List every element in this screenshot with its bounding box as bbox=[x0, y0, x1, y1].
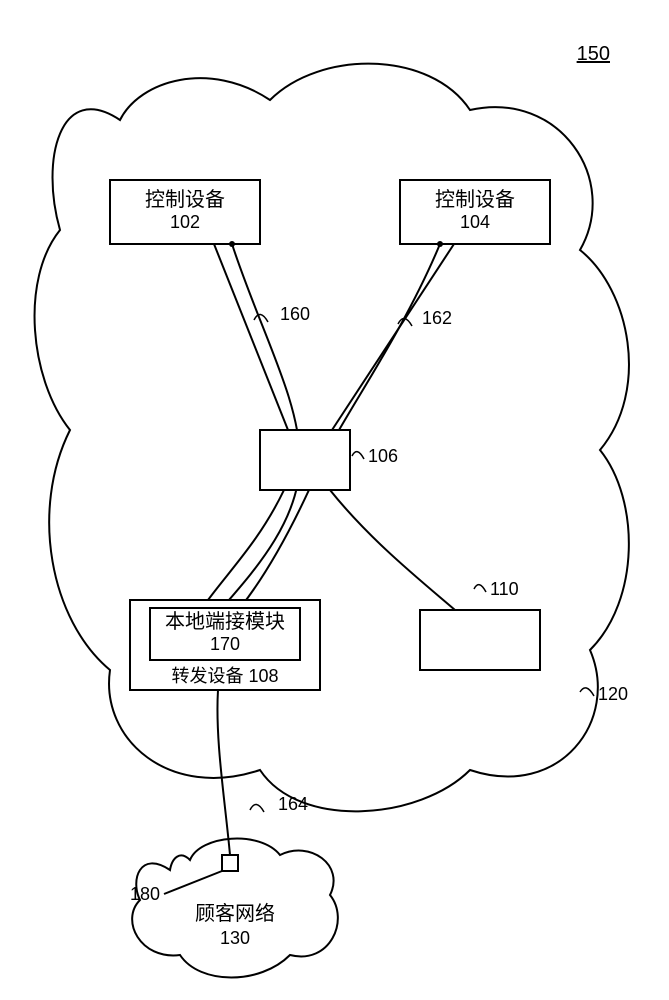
edge-ref-162: 162 bbox=[422, 308, 452, 328]
forwarding-device-label: 转发设备 108 bbox=[171, 666, 278, 686]
port-dot-ctrl1 bbox=[229, 241, 235, 247]
node-num-ctrl1: 102 bbox=[170, 212, 200, 232]
node-ctrl1: 控制设备102 bbox=[110, 180, 260, 244]
edge-e_mid_right bbox=[330, 490, 455, 610]
node-num-fwd_inner: 170 bbox=[210, 634, 240, 654]
edge-e_c1_mid bbox=[214, 244, 288, 430]
node-right: 110 bbox=[420, 579, 540, 670]
node-title-fwd_inner: 本地端接模块 bbox=[165, 610, 285, 633]
node-ref-mid: 106 bbox=[368, 446, 398, 466]
port-dot-ctrl2 bbox=[437, 241, 443, 247]
edge-e164 bbox=[217, 690, 230, 855]
node-num-ctrl2: 104 bbox=[460, 212, 490, 232]
node-mid: 106 bbox=[260, 430, 398, 490]
edge-ref-164: 164 bbox=[278, 794, 308, 814]
cloud-ref-120: 120 bbox=[598, 684, 628, 704]
node-ref-port: 180 bbox=[130, 884, 160, 904]
edge-e160 bbox=[222, 244, 300, 608]
customer-network-num: 130 bbox=[220, 928, 250, 948]
node-ref-right: 110 bbox=[490, 579, 519, 599]
figure-id: 150 bbox=[577, 43, 610, 65]
node-port: 180 bbox=[130, 855, 238, 904]
node-title-ctrl1: 控制设备 bbox=[145, 188, 225, 211]
edge-ref-160: 160 bbox=[280, 304, 310, 324]
customer-network-title: 顾客网络 bbox=[195, 902, 275, 925]
node-ctrl2: 控制设备104 bbox=[400, 180, 550, 244]
edge-e_c2_mid bbox=[332, 244, 454, 430]
node-title-ctrl2: 控制设备 bbox=[435, 188, 515, 211]
edge-e162 bbox=[240, 244, 440, 608]
node-fwd_inner: 本地端接模块170 bbox=[150, 608, 300, 660]
